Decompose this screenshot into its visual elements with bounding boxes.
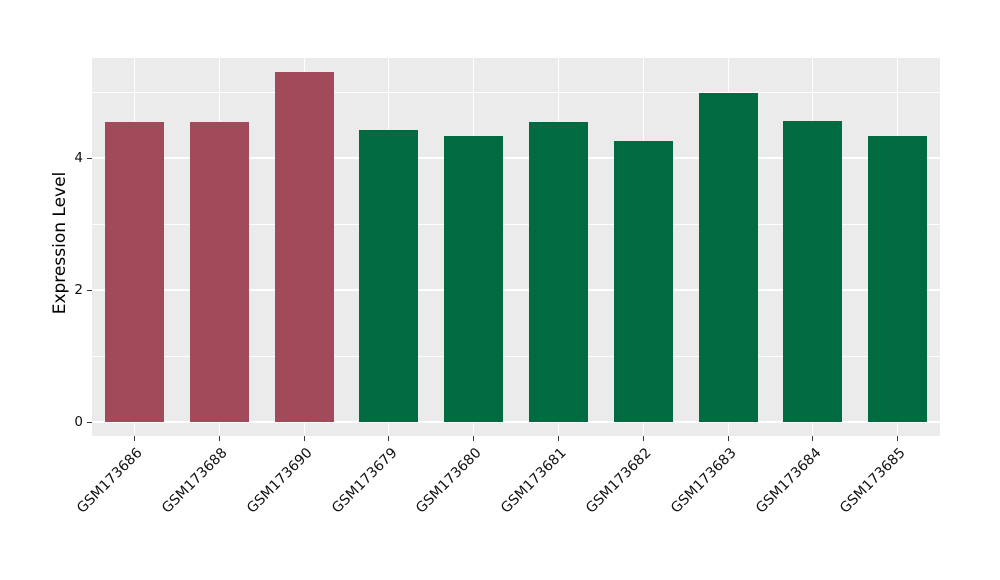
y-tick-mark [87,421,92,423]
y-tick-label: 4 [74,150,83,166]
x-tick-label: GSM173688 [158,445,231,517]
x-tick-mark [557,436,559,441]
bar-GSM173688 [190,122,249,422]
bar-GSM173683 [699,93,758,422]
x-tick-label: GSM173690 [243,445,316,517]
x-tick-mark [303,436,305,441]
x-tick-mark [642,436,644,441]
x-tick-label: GSM173684 [752,445,825,517]
bar-GSM173680 [444,136,503,422]
y-tick-mark [87,157,92,159]
major-gridline [92,421,940,423]
y-tick-label: 2 [74,282,83,298]
x-tick-label: GSM173685 [837,445,909,517]
x-tick-mark [133,436,135,441]
x-tick-mark [218,436,220,441]
x-tick-mark [727,436,729,441]
x-tick-mark [388,436,390,441]
bar-GSM173685 [868,136,927,422]
x-tick-label: GSM173683 [667,445,740,517]
minor-gridline [92,91,940,93]
x-tick-label: GSM173679 [328,445,401,517]
y-tick-mark [87,289,92,291]
minor-gridline [92,223,940,225]
minor-gridline [92,355,940,357]
bar-GSM173690 [275,72,334,422]
x-tick-mark [812,436,814,441]
bar-GSM173684 [783,121,842,422]
x-tick-mark [897,436,899,441]
y-tick-label: 0 [74,414,83,430]
x-tick-label: GSM173680 [413,445,485,517]
plot-panel [92,58,940,436]
x-tick-mark [473,436,475,441]
bar-GSM173682 [614,141,673,422]
x-tick-label: GSM173686 [74,445,146,517]
bar-GSM173679 [359,130,418,422]
x-tick-label: GSM173681 [498,445,570,517]
bar-GSM173686 [105,122,164,422]
x-tick-label: GSM173682 [582,445,655,517]
bar-GSM173681 [529,122,588,422]
major-gridline [92,289,940,291]
major-gridline [92,157,940,159]
